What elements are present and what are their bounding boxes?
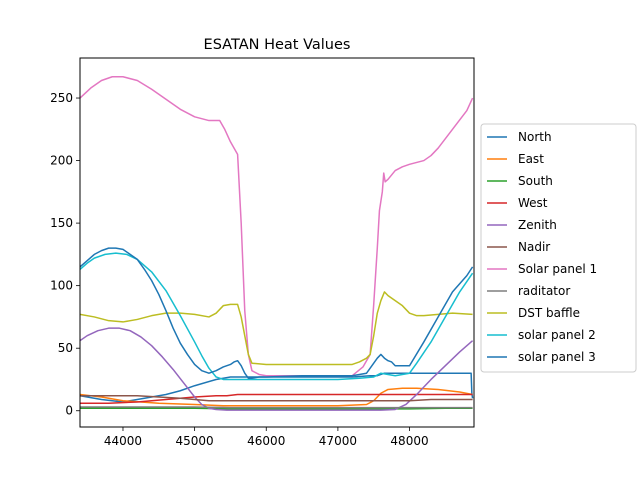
x-tick-label: 44000: [104, 434, 142, 448]
chart-title: ESATAN Heat Values: [204, 37, 351, 53]
legend-label: solar panel 2: [518, 328, 596, 342]
legend-box: [480, 123, 637, 373]
legend-label: Solar panel 1: [518, 262, 597, 276]
series-layer: [80, 76, 474, 411]
series-line-0: [80, 372, 474, 403]
legend: North East South West Zenith Nadir Solar panel…: [480, 123, 637, 373]
legend-label: East: [518, 152, 544, 166]
series-line-8: [80, 291, 473, 366]
y-tick-label: 250: [50, 91, 73, 105]
series-line-5: [80, 394, 473, 402]
tick-layer: 44000 45000 46000 47000 48000 0 50 100 150 200 250: [50, 91, 429, 448]
y-tick-label: 100: [50, 279, 73, 293]
series-line-9: [80, 252, 474, 381]
legend-label: West: [518, 196, 548, 210]
x-tick-label: 45000: [176, 434, 214, 448]
legend-label: raditator: [518, 284, 570, 298]
plot-frame: [79, 57, 475, 428]
series-line-4: [80, 327, 474, 411]
y-tick-label: 200: [50, 154, 73, 168]
series-line-2: [80, 407, 473, 410]
legend-label: Nadir: [518, 240, 550, 254]
legend-label: Zenith: [518, 218, 557, 232]
x-tick-label: 48000: [390, 434, 428, 448]
y-tick-label: 150: [50, 216, 73, 230]
series-line-6: [80, 76, 474, 377]
y-tick-label: 50: [58, 341, 73, 355]
series-line-10: [80, 247, 474, 379]
series-line-1: [80, 387, 473, 407]
legend-label: solar panel 3: [518, 350, 596, 364]
series-line-3: [80, 393, 473, 404]
y-tick-label: 0: [65, 404, 73, 418]
x-tick-label: 47000: [319, 434, 357, 448]
legend-label: DST baffle: [518, 306, 580, 320]
legend-label: North: [518, 130, 552, 144]
series-line-7: [80, 406, 473, 409]
legend-label: South: [518, 174, 553, 188]
x-tick-label: 46000: [247, 434, 285, 448]
